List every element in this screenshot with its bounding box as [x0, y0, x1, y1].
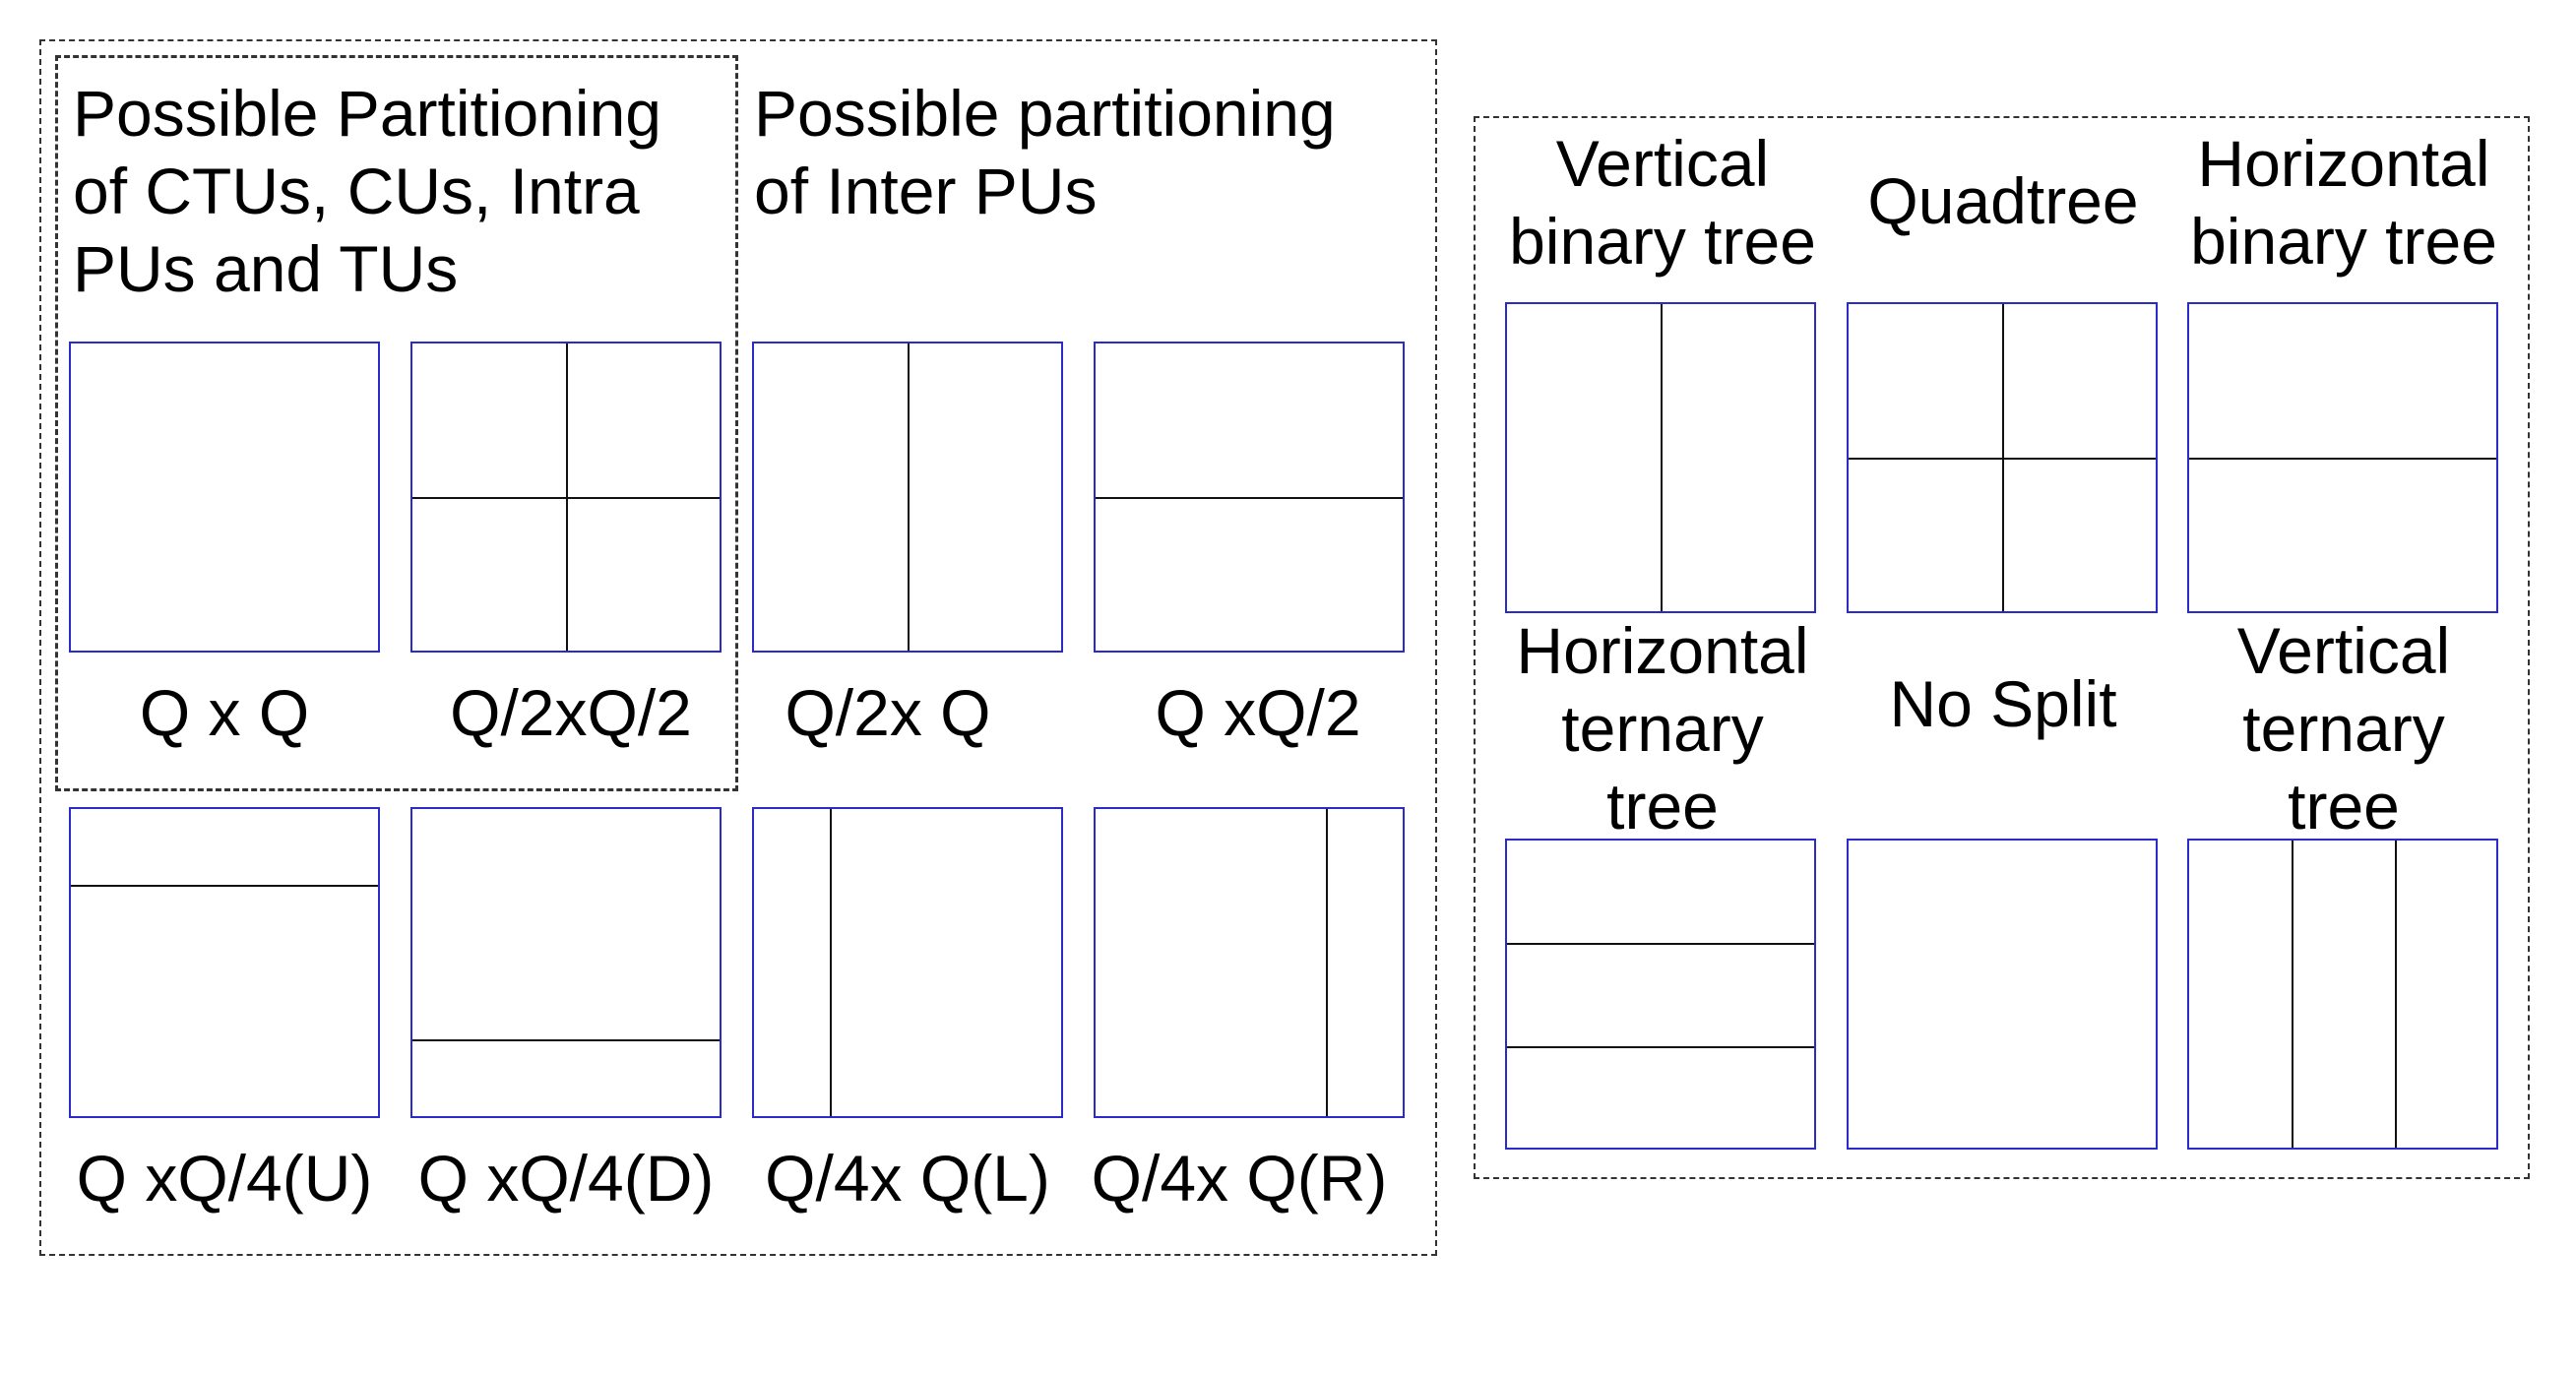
partition-q4xqr — [1094, 807, 1405, 1118]
label-horizontal-ternary-tree: Horizontal ternary tree — [1516, 614, 1809, 843]
caption-qxq4d: Q xQ/4(D) — [417, 1142, 715, 1215]
split-line-vertical — [2395, 841, 2397, 1148]
split-line-vertical — [2292, 841, 2293, 1148]
caption-q4xqr: Q/4x Q(R) — [1091, 1142, 1388, 1215]
partition-q2xq — [752, 342, 1063, 653]
split-line-vertical — [1326, 809, 1328, 1116]
split-line-horizontal — [412, 497, 720, 499]
split-vertical-ternary-tree — [2187, 839, 2498, 1150]
split-line-vertical — [908, 343, 910, 651]
partition-qxq2 — [1094, 342, 1405, 653]
label-quadtree: Quadtree — [1867, 164, 2139, 237]
inter-pu-partition-frame — [39, 39, 1437, 1256]
ctu-partition-heading: Possible Partitioning of CTUs, CUs, Intr… — [73, 77, 661, 305]
label-vertical-ternary-tree: Vertical ternary tree — [2236, 614, 2451, 843]
split-line-horizontal — [1096, 497, 1403, 499]
split-quadtree — [1847, 302, 2158, 613]
split-none — [1847, 839, 2158, 1150]
caption-q2xq: Q/2x Q — [785, 676, 991, 749]
split-line-horizontal — [71, 885, 378, 887]
inter-pu-partition-heading: Possible partitioning of Inter PUs — [754, 77, 1336, 227]
split-line-horizontal — [1507, 943, 1814, 945]
partition-q2xq2 — [410, 342, 722, 653]
caption-qxq2: Q xQ/2 — [1155, 676, 1361, 749]
caption-qxq: Q x Q — [139, 676, 310, 749]
partition-qxq4d — [410, 807, 722, 1118]
split-horizontal-ternary-tree — [1505, 839, 1816, 1150]
label-no-split: No Split — [1889, 667, 2117, 740]
label-horizontal-binary-tree: Horizontal binary tree — [2190, 127, 2497, 278]
partition-q4xql — [752, 807, 1063, 1118]
split-line-horizontal — [1849, 458, 2156, 460]
split-horizontal-binary-tree — [2187, 302, 2498, 613]
split-line-horizontal — [1507, 1046, 1814, 1048]
split-line-vertical — [830, 809, 832, 1116]
partition-qxq4u — [69, 807, 380, 1118]
label-vertical-binary-tree: Vertical binary tree — [1509, 127, 1816, 278]
caption-q4xql: Q/4x Q(L) — [765, 1142, 1050, 1215]
caption-q2xq2: Q/2xQ/2 — [450, 676, 692, 749]
ctu-partition-frame — [55, 55, 738, 791]
partition-qxq — [69, 342, 380, 653]
multi-type-tree-frame — [1474, 116, 2530, 1179]
split-line-horizontal — [412, 1039, 720, 1041]
split-vertical-binary-tree — [1505, 302, 1816, 613]
split-line-horizontal — [2189, 458, 2496, 460]
split-line-vertical — [1661, 304, 1663, 611]
caption-qxq4u: Q xQ/4(U) — [76, 1142, 373, 1215]
